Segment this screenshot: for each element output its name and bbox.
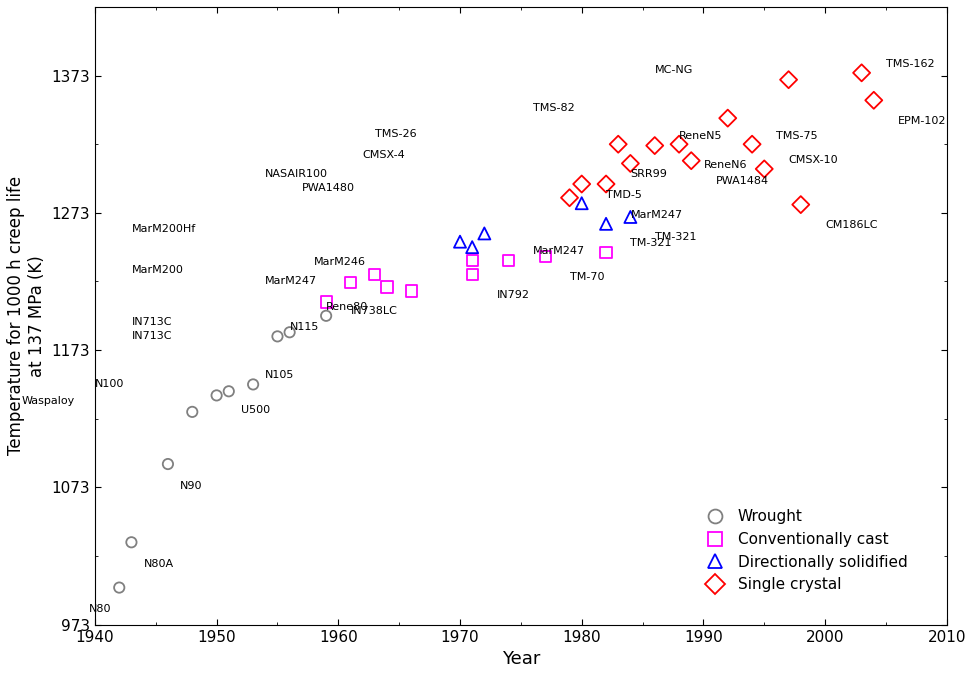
- Point: [318, 310, 334, 321]
- Text: MarM247: MarM247: [533, 246, 585, 256]
- Point: [598, 219, 614, 230]
- Text: TM-70: TM-70: [569, 272, 604, 282]
- Point: [404, 286, 419, 296]
- Text: MarM246: MarM246: [314, 257, 366, 267]
- Text: MarM200Hf: MarM200Hf: [131, 224, 196, 234]
- Text: CMSX-10: CMSX-10: [788, 155, 838, 165]
- Text: N115: N115: [290, 321, 319, 331]
- X-axis label: Year: Year: [502, 650, 540, 668]
- Text: MC-NG: MC-NG: [655, 65, 693, 75]
- Text: PWA1484: PWA1484: [715, 176, 769, 186]
- Text: SRR99: SRR99: [631, 169, 667, 179]
- Text: N80: N80: [89, 604, 111, 614]
- Point: [245, 379, 261, 390]
- Text: CMSX-4: CMSX-4: [363, 150, 406, 160]
- Point: [452, 236, 468, 247]
- Point: [209, 390, 225, 401]
- Point: [756, 163, 772, 174]
- Text: MarM200: MarM200: [131, 265, 183, 275]
- Point: [537, 251, 553, 262]
- Text: Rene80: Rene80: [326, 302, 369, 313]
- Point: [367, 269, 382, 280]
- Text: MarM247: MarM247: [266, 276, 317, 286]
- Point: [744, 139, 760, 150]
- Point: [379, 281, 395, 292]
- Text: ReneN5: ReneN5: [679, 131, 723, 140]
- Text: TM-321: TM-321: [655, 232, 697, 242]
- Point: [598, 179, 614, 190]
- Point: [623, 158, 638, 169]
- Point: [866, 95, 882, 106]
- Point: [720, 113, 736, 124]
- Text: N100: N100: [95, 379, 125, 389]
- Text: IN792: IN792: [496, 290, 529, 300]
- Text: N80A: N80A: [144, 559, 174, 569]
- Text: TMS-26: TMS-26: [375, 130, 416, 139]
- Text: IN713C: IN713C: [131, 317, 172, 327]
- Text: TMD-5: TMD-5: [606, 190, 642, 200]
- Text: ReneN6: ReneN6: [703, 159, 747, 169]
- Point: [318, 297, 334, 308]
- Y-axis label: Temperature for 1000 h creep life
at 137 MPa (K): Temperature for 1000 h creep life at 137…: [7, 176, 46, 456]
- Point: [185, 406, 200, 417]
- Point: [671, 139, 687, 150]
- Text: TM-321: TM-321: [631, 238, 672, 248]
- Point: [561, 192, 577, 203]
- Point: [124, 537, 139, 547]
- Point: [574, 179, 590, 190]
- Point: [854, 68, 870, 78]
- Point: [780, 74, 796, 85]
- Point: [221, 386, 236, 397]
- Point: [598, 247, 614, 258]
- Point: [464, 269, 480, 280]
- Point: [477, 228, 492, 239]
- Point: [623, 211, 638, 222]
- Text: IN713C: IN713C: [131, 331, 172, 341]
- Point: [464, 255, 480, 266]
- Point: [647, 140, 663, 151]
- Point: [793, 199, 809, 210]
- Text: TMS-82: TMS-82: [533, 103, 575, 113]
- Point: [683, 155, 699, 166]
- Point: [161, 458, 176, 469]
- Text: U500: U500: [241, 405, 270, 415]
- Text: IN738LC: IN738LC: [350, 306, 397, 317]
- Point: [270, 331, 285, 342]
- Point: [501, 255, 517, 266]
- Point: [342, 277, 358, 288]
- Point: [610, 139, 626, 150]
- Point: [574, 198, 590, 209]
- Point: [464, 242, 480, 252]
- Text: N90: N90: [180, 481, 202, 491]
- Text: MarM247: MarM247: [631, 211, 682, 220]
- Legend: Wrought, Conventionally cast, Directionally solidified, Single crystal: Wrought, Conventionally cast, Directiona…: [694, 504, 914, 599]
- Text: PWA1480: PWA1480: [302, 183, 355, 193]
- Point: [112, 582, 127, 593]
- Text: Waspaloy: Waspaloy: [21, 396, 75, 406]
- Text: EPM-102: EPM-102: [898, 115, 947, 126]
- Text: TMS-75: TMS-75: [776, 131, 818, 140]
- Text: N105: N105: [266, 369, 295, 379]
- Text: TMS-162: TMS-162: [886, 59, 935, 70]
- Text: NASAIR100: NASAIR100: [266, 169, 328, 179]
- Point: [282, 327, 298, 338]
- Text: CM186LC: CM186LC: [825, 220, 878, 230]
